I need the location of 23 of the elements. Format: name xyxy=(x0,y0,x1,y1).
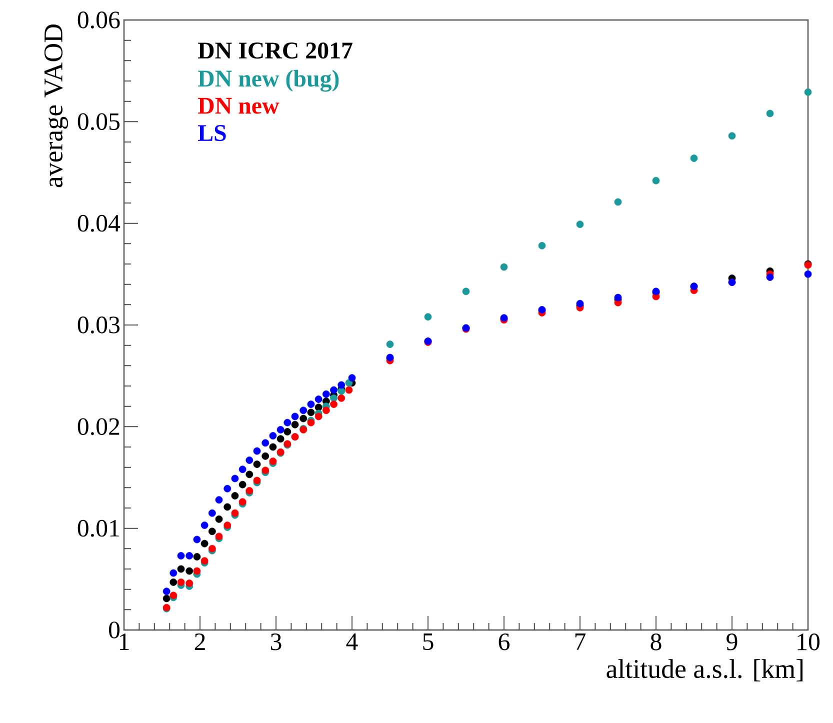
text: DN new (bug) xyxy=(198,70,339,92)
x-tick-label: 7 xyxy=(575,634,586,650)
y-axis-title: average VAOD xyxy=(44,24,68,188)
y-tick-label: 0 xyxy=(108,622,120,638)
x-tick-label: 8 xyxy=(650,634,662,650)
text: DN new xyxy=(198,98,280,114)
y-tick-label: 0.04 xyxy=(78,214,120,232)
x-tick-label: 10 xyxy=(798,634,820,650)
y-tick-label: 0.06 xyxy=(78,12,120,28)
x-tick-label: 9 xyxy=(726,634,738,650)
x-tick-label: 2 xyxy=(194,634,205,650)
y-tick-label: 0.03 xyxy=(78,316,120,334)
x-tick-label: 6 xyxy=(498,634,510,650)
x-tick-label: 4 xyxy=(346,634,358,650)
y-tick-label: 0.05 xyxy=(78,113,120,130)
x-tick-label: 5 xyxy=(423,634,434,650)
text: DN ICRC 2017 xyxy=(198,42,352,59)
text: LS xyxy=(198,125,226,142)
y-tick-label: 0.01 xyxy=(78,520,119,537)
x-axis-title: altitude a.s.l. [km] xyxy=(606,659,803,682)
y-tick-label: 0.02 xyxy=(78,418,120,436)
x-tick-label: 3 xyxy=(270,634,282,650)
x-tick-label: 1 xyxy=(120,634,129,650)
